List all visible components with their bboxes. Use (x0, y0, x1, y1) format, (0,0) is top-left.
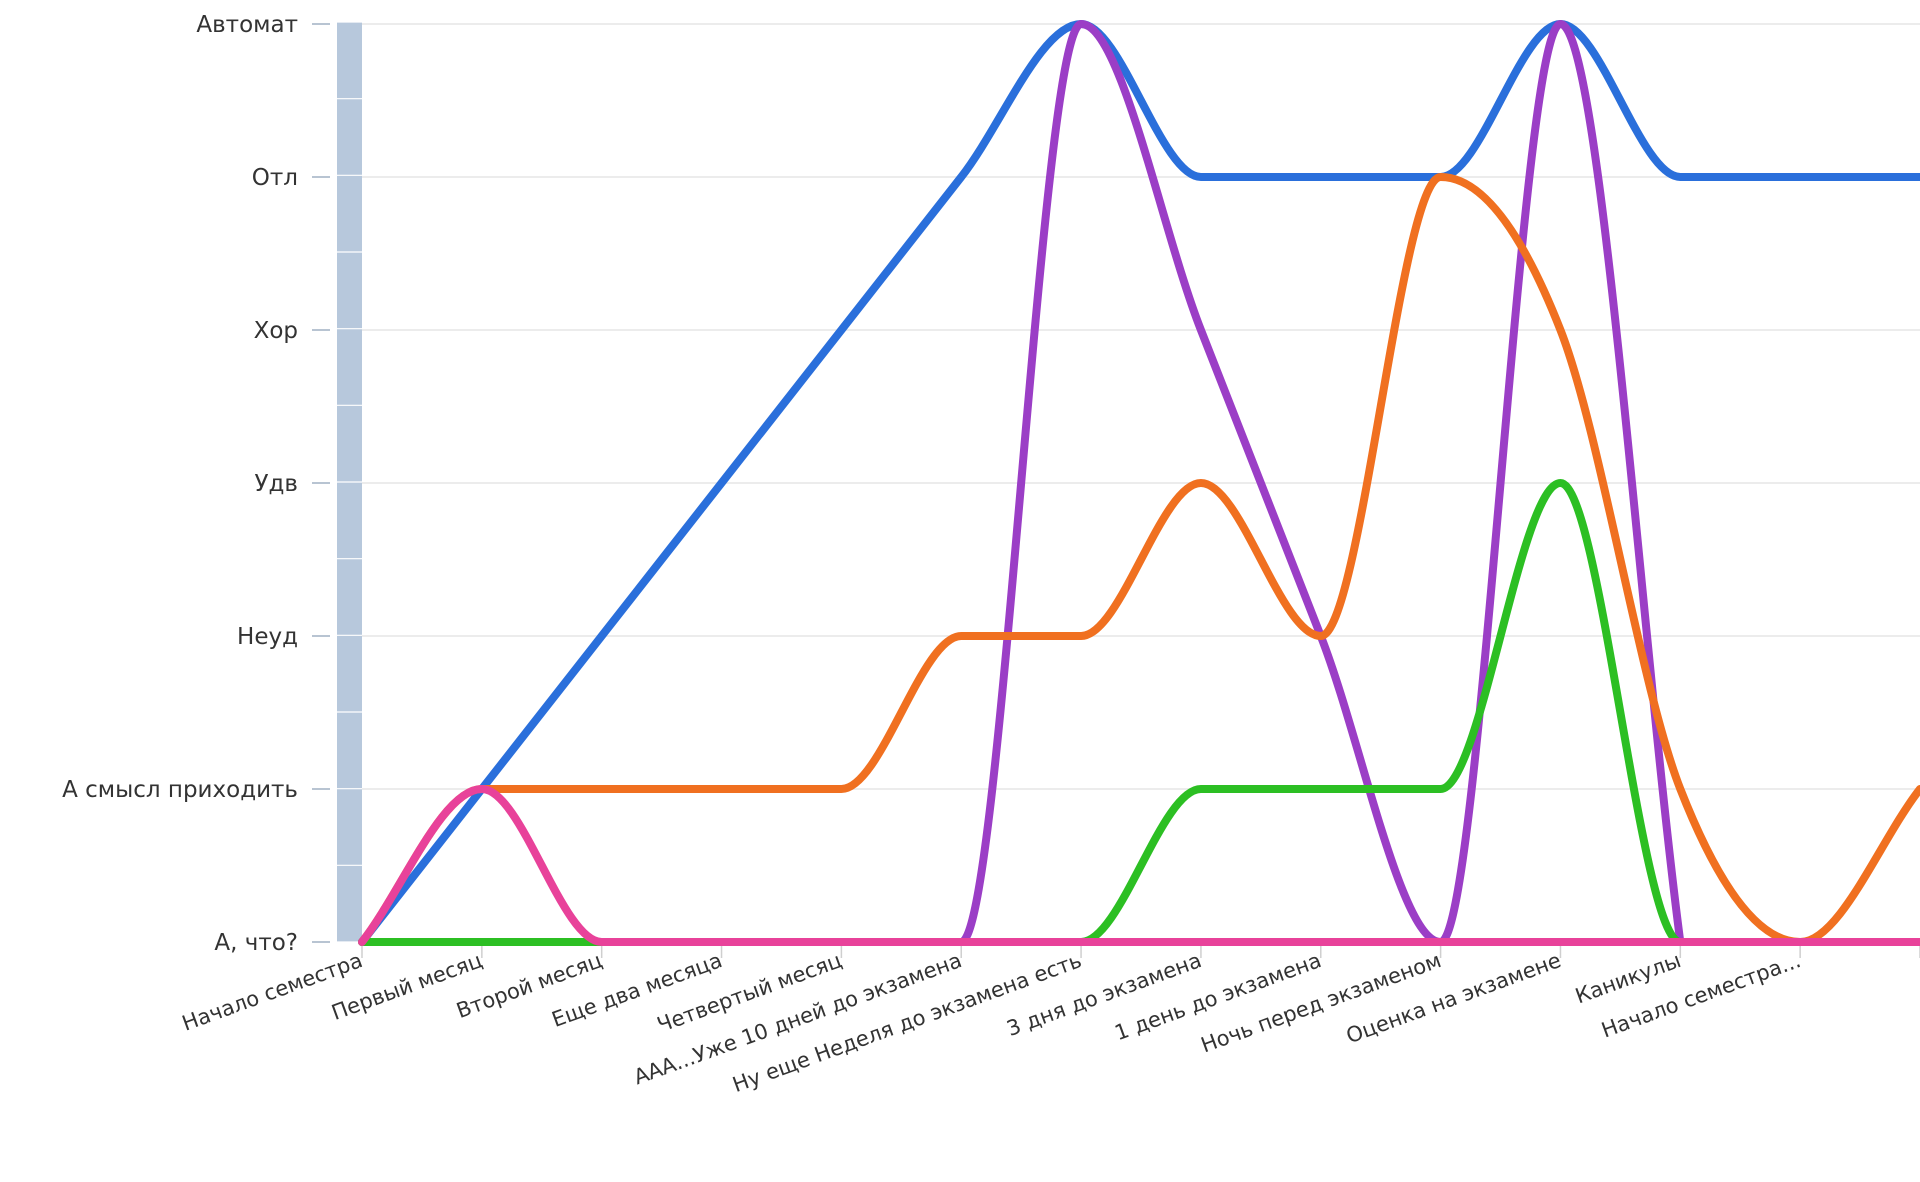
y-tick-label: Автомат (196, 12, 298, 38)
y-tick-label: Удв (255, 471, 298, 497)
y-axis-band-ticks (337, 21, 362, 943)
x-tick-label: 3 дня до экзамена (1004, 948, 1205, 1041)
y-tick-label: Отл (252, 165, 298, 191)
gridlines (312, 23, 1920, 943)
x-tick-label: Начало семестра... (1598, 948, 1804, 1042)
series-line-5 (358, 785, 1920, 946)
y-tick-label: А смысл приходить (62, 777, 298, 803)
y-tick-label: Хор (254, 318, 298, 344)
series-lines (358, 20, 1920, 946)
y-tick-label: А, что? (214, 930, 298, 956)
x-tick-label: Оценка на экзамене (1343, 948, 1564, 1048)
y-axis-labels: А, что? А смысл приходить Неуд Удв Хор Отл Авт… (62, 12, 298, 956)
series-line-3 (358, 173, 1920, 946)
y-tick-label: Неуд (237, 624, 298, 650)
